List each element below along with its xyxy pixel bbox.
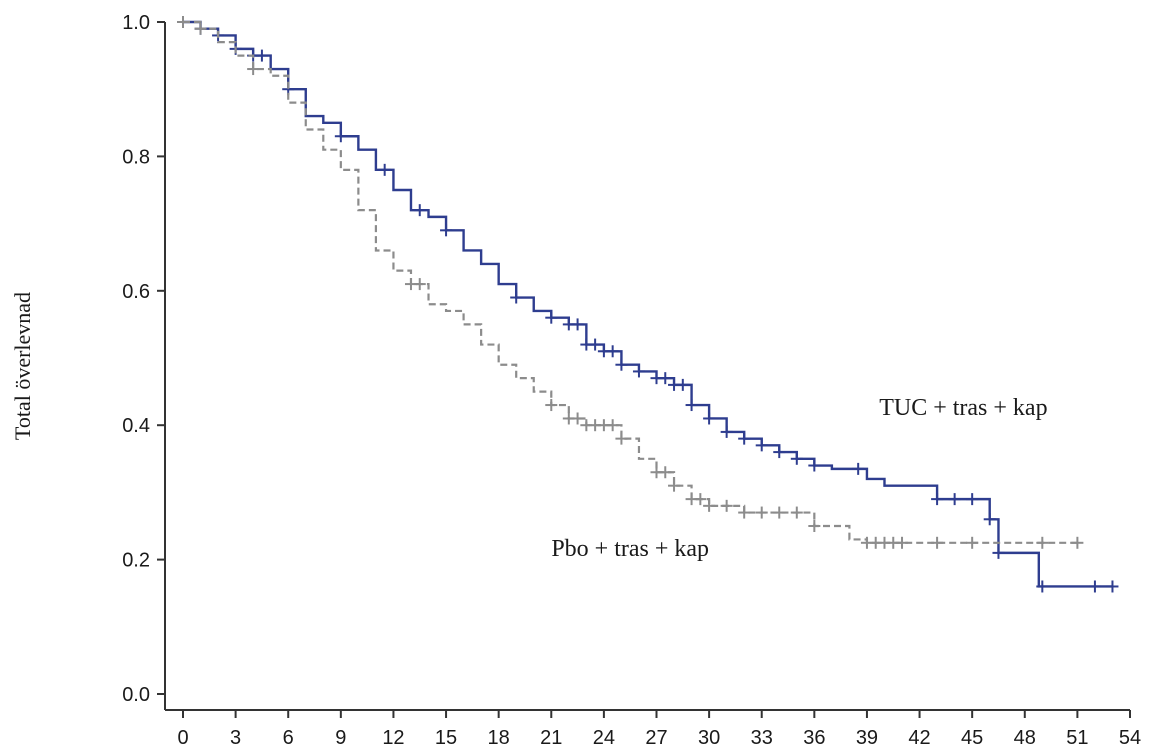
x-tick-label: 6 (283, 727, 294, 749)
x-tick-label: 48 (1014, 727, 1036, 749)
censor-mark (966, 493, 979, 506)
censor-mark (659, 466, 672, 479)
series-label: Pbo + tras + kap (551, 536, 709, 562)
series-1 (177, 16, 1084, 549)
y-tick-label: 0.2 (122, 550, 150, 572)
censor-mark (589, 338, 602, 351)
censor-mark (440, 224, 453, 237)
censor-mark (177, 16, 189, 28)
x-tick-label: 27 (645, 727, 667, 749)
x-tick-label: 39 (856, 727, 878, 749)
censor-mark (931, 536, 944, 549)
censor-mark (334, 130, 347, 143)
x-tick-label: 33 (751, 727, 773, 749)
axes (164, 22, 1130, 711)
series-layer (177, 16, 1119, 593)
censor-mark (668, 479, 681, 492)
censor-mark (720, 425, 733, 438)
x-tick-label: 45 (961, 727, 983, 749)
censor-mark (194, 22, 207, 35)
censor-mark (808, 459, 821, 472)
censor-mark (545, 311, 558, 324)
y-tick-label: 0.4 (122, 415, 150, 437)
x-tick-label: 51 (1066, 727, 1088, 749)
censor-mark (1106, 580, 1119, 593)
censor-mark (545, 399, 558, 412)
censor-mark (755, 506, 768, 519)
x-tick-label: 12 (382, 727, 404, 749)
censor-mark (247, 63, 260, 76)
censor-mark (1088, 580, 1101, 593)
x-tick-label: 9 (335, 727, 346, 749)
censor-mark (790, 452, 803, 465)
y-tick-label: 0.6 (122, 281, 150, 303)
censor-mark (606, 419, 619, 432)
censor-mark (606, 345, 619, 358)
censor-mark (676, 378, 689, 391)
x-tick-label: 54 (1119, 727, 1141, 749)
x-tick-label: 30 (698, 727, 720, 749)
censor-mark (571, 318, 584, 331)
censor-mark (685, 399, 698, 412)
x-tick-label: 36 (803, 727, 825, 749)
censor-mark (738, 432, 751, 445)
y-ticks: 0.0 0.2 0.4 0.6 0.8 1.0 (122, 12, 165, 706)
x-tick-label: 24 (593, 727, 615, 749)
censor-mark (992, 546, 1005, 559)
annotation-layer: TUC + tras + kap Pbo + tras + kap (551, 395, 1047, 562)
censor-mark (571, 412, 584, 425)
series-0 (183, 20, 1119, 593)
censor-mark (738, 506, 751, 519)
censor-mark (808, 520, 821, 532)
x-ticks: 0 3 6 9 12 15 18 21 24 27 30 33 36 39 42 45 48 51 54 (177, 710, 1141, 749)
censor-mark (755, 439, 768, 452)
x-tick-label: 0 (177, 727, 188, 749)
censor-mark (852, 462, 865, 475)
y-axis-label: Total överlevnad (10, 292, 35, 440)
censor-mark (966, 536, 979, 549)
censor-mark (703, 499, 716, 512)
censor-mark (720, 499, 733, 512)
x-tick-label: 18 (488, 727, 510, 749)
series-line (183, 20, 1078, 544)
censor-mark (983, 513, 996, 526)
censor-mark (703, 412, 716, 425)
censor-mark (1071, 536, 1084, 549)
censor-mark (948, 493, 961, 506)
censor-mark (378, 163, 391, 176)
censor-mark (659, 372, 672, 385)
censor-mark (615, 432, 628, 445)
censor-mark (773, 446, 786, 459)
censor-mark (1036, 536, 1049, 549)
x-tick-label: 42 (908, 727, 930, 749)
censor-mark (790, 506, 803, 519)
x-tick-label: 3 (230, 727, 241, 749)
y-tick-label: 0.8 (122, 146, 150, 168)
censor-mark (931, 493, 944, 506)
censor-mark (255, 49, 268, 62)
x-tick-label: 21 (540, 727, 562, 749)
y-tick-label: 1.0 (122, 12, 150, 34)
censor-mark (773, 506, 786, 519)
censor-mark (413, 204, 426, 217)
censor-mark (413, 278, 426, 291)
censor-mark (896, 536, 909, 549)
y-tick-label: 0.0 (122, 684, 150, 706)
censor-mark (510, 291, 523, 304)
x-tick-label: 15 (435, 727, 457, 749)
series-label: TUC + tras + kap (879, 395, 1047, 421)
censor-mark (694, 493, 707, 506)
censor-mark (632, 365, 645, 378)
censor-mark (1036, 580, 1049, 593)
censor-mark (615, 358, 628, 371)
